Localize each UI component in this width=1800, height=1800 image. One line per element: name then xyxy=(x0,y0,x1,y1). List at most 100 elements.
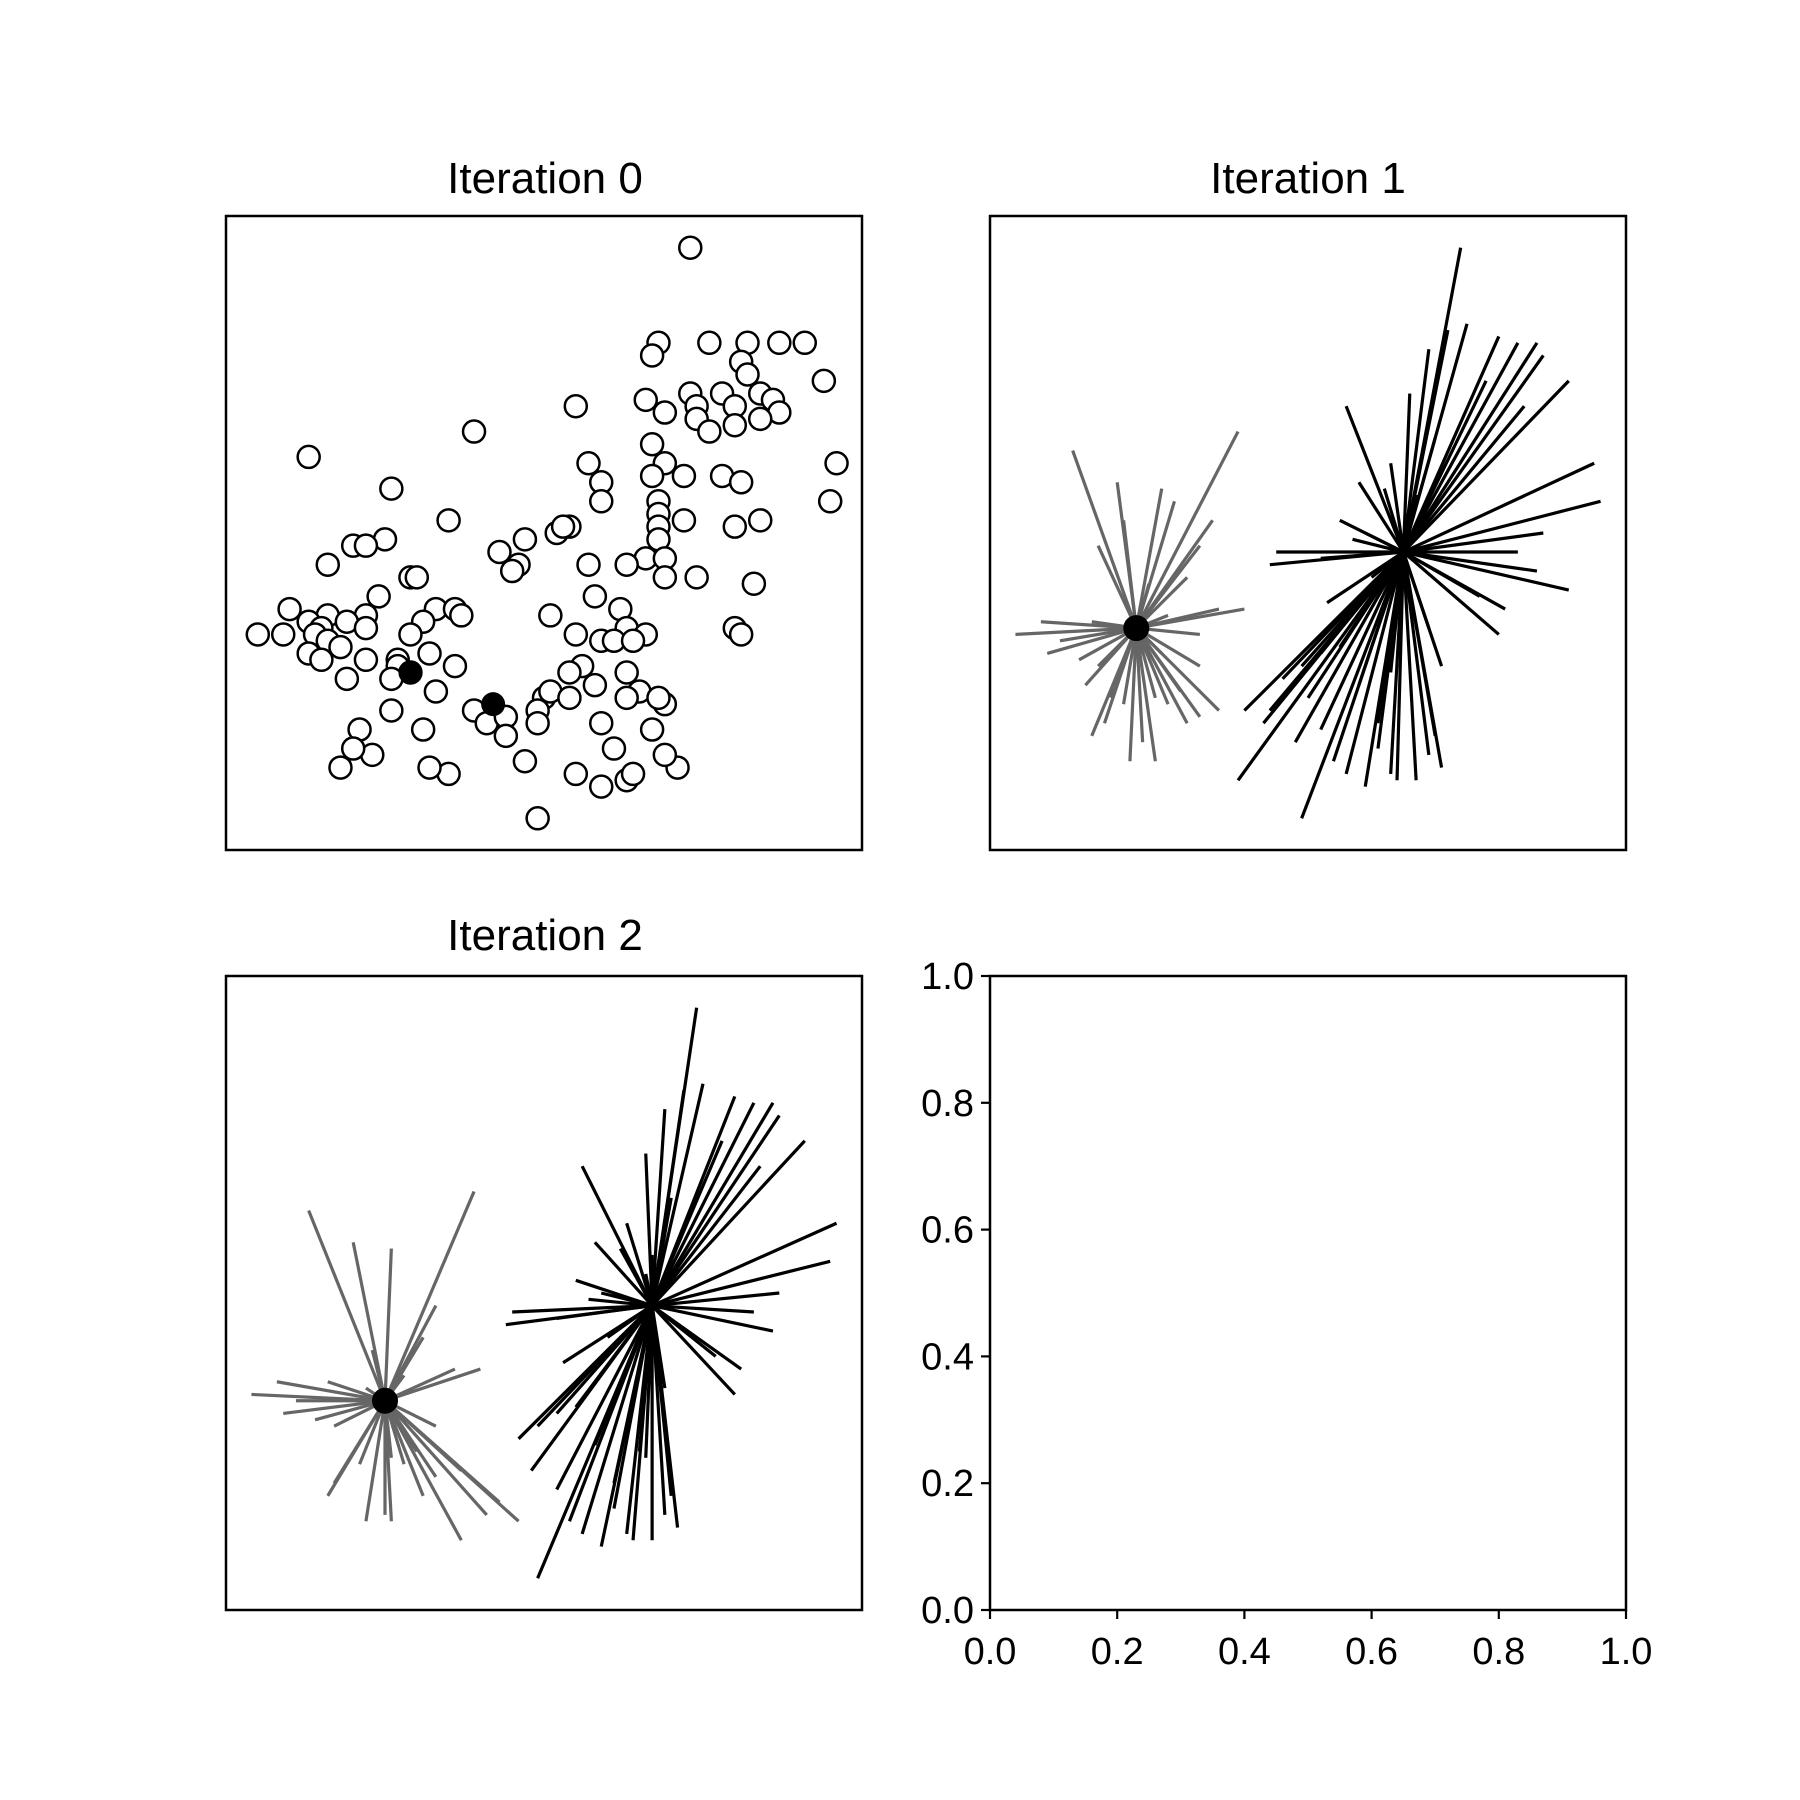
assignment-line xyxy=(562,1304,653,1365)
data-point xyxy=(442,653,468,679)
assignment-line xyxy=(1401,551,1444,768)
assignment-line xyxy=(1071,450,1138,629)
axes-frame-iteration-0 xyxy=(224,214,864,852)
data-point xyxy=(315,552,341,577)
assignment-line xyxy=(383,1400,425,1497)
assignment-line xyxy=(1326,550,1405,605)
data-point xyxy=(588,710,614,736)
assignment-line xyxy=(1402,550,1481,598)
assignment-line xyxy=(652,1304,754,1314)
assignment-line xyxy=(1134,627,1157,762)
data-point xyxy=(747,508,773,533)
tick-group-empty-axes: 0.0 0.2 0.4 0.6 0.8 1.0 0.0 0.2 0.4 0.6 0.8 1.0 xyxy=(921,956,1652,1673)
axes-frame-empty xyxy=(988,974,1628,1612)
data-point xyxy=(404,565,430,590)
data-point xyxy=(353,647,379,673)
plot-area-iteration-2 xyxy=(251,1007,838,1579)
assignment-line xyxy=(1134,627,1189,724)
data-point xyxy=(639,343,665,368)
x-tick-label: 0.4 xyxy=(1218,1631,1271,1673)
assignment-line xyxy=(1403,531,1544,554)
assignment-line xyxy=(650,1083,705,1307)
data-point xyxy=(334,666,360,692)
data-point xyxy=(697,330,722,356)
assignment-line xyxy=(574,1304,654,1409)
assignment-line xyxy=(1402,550,1500,636)
assignment-line xyxy=(1319,551,1405,731)
x-tick-label: 1.0 xyxy=(1600,1631,1653,1673)
data-point xyxy=(728,470,754,495)
plot-area-iteration-0 xyxy=(245,235,849,831)
assignment-line xyxy=(650,1304,736,1396)
y-tick-label: 0.6 xyxy=(921,1210,974,1252)
data-point xyxy=(678,235,703,260)
assignment-line xyxy=(384,1367,481,1403)
data-point xyxy=(277,596,302,622)
data-point xyxy=(493,723,519,749)
data-point xyxy=(639,463,665,489)
assignment-line xyxy=(1134,500,1176,629)
assignment-line xyxy=(650,1305,680,1528)
data-point xyxy=(379,476,404,501)
panel-title-iteration-2: Iteration 2 xyxy=(447,911,643,960)
data-point xyxy=(767,330,792,356)
assignment-line xyxy=(1389,551,1405,673)
assignment-line xyxy=(651,1304,774,1333)
assignment-line xyxy=(1121,520,1138,629)
data-point xyxy=(487,539,512,565)
assignment-line xyxy=(1128,628,1138,762)
assignment-line xyxy=(307,1209,387,1402)
data-point xyxy=(245,622,271,647)
data-point xyxy=(671,463,697,489)
assignment-line xyxy=(650,1109,667,1306)
centroid-marker xyxy=(1123,615,1150,642)
assignment-line xyxy=(383,1190,476,1402)
data-point xyxy=(817,489,843,514)
assignment-line xyxy=(1134,430,1240,629)
assignment-line xyxy=(1344,405,1405,553)
y-tick-label: 0.2 xyxy=(921,1463,974,1505)
data-point xyxy=(340,736,366,761)
data-point xyxy=(601,736,627,761)
data-point xyxy=(563,622,589,647)
x-tick-label: 0.8 xyxy=(1472,1631,1525,1673)
data-point xyxy=(588,489,614,514)
assignment-line xyxy=(1293,551,1405,744)
data-point xyxy=(652,400,678,425)
data-point xyxy=(417,641,442,666)
data-point xyxy=(563,393,589,419)
assignment-line xyxy=(1403,499,1601,554)
data-point xyxy=(588,774,614,799)
centroid-marker xyxy=(398,660,423,685)
y-tick-label: 1.0 xyxy=(921,956,974,998)
panel-title-iteration-1: Iteration 1 xyxy=(1210,154,1406,203)
assignment-line xyxy=(1300,551,1405,819)
data-point xyxy=(722,412,748,438)
data-point xyxy=(525,710,550,736)
assignment-line xyxy=(580,1305,654,1535)
assignment-line xyxy=(1338,551,1405,649)
assignment-line xyxy=(1357,551,1405,686)
assignment-line xyxy=(1319,551,1405,655)
assignment-line xyxy=(618,1247,654,1307)
data-point xyxy=(792,330,818,356)
centroid-marker xyxy=(481,692,506,717)
assignment-line xyxy=(650,1101,775,1307)
data-point xyxy=(582,672,608,698)
assignment-line xyxy=(651,1291,780,1308)
assignment-line xyxy=(364,1400,387,1522)
assignment-line xyxy=(1136,607,1245,630)
data-point xyxy=(811,368,837,394)
assignment-line xyxy=(276,1380,386,1403)
assignment-line xyxy=(1364,531,1405,554)
data-point xyxy=(328,755,353,780)
data-point xyxy=(620,628,646,654)
assignment-line xyxy=(326,1399,387,1497)
data-point xyxy=(309,647,334,673)
data-point xyxy=(639,717,665,742)
data-point xyxy=(735,362,760,387)
assignment-line xyxy=(555,1304,654,1491)
data-point xyxy=(512,527,538,552)
data-point xyxy=(423,679,449,704)
